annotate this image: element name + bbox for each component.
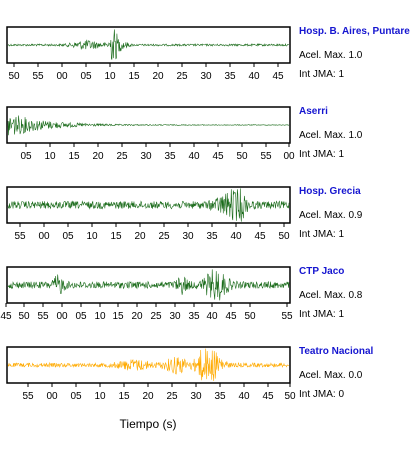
station-name: CTP Jaco xyxy=(299,266,344,277)
tick-label: 20 xyxy=(131,311,143,322)
tick-label: 50 xyxy=(278,231,290,242)
jma-intensity-label: Int JMA: 1 xyxy=(299,69,344,80)
tick-label: 20 xyxy=(142,391,154,402)
tick-label: 30 xyxy=(200,71,212,82)
tick-label: 25 xyxy=(116,151,128,162)
tick-label: 55 xyxy=(22,391,34,402)
tick-label: 35 xyxy=(206,231,218,242)
jma-intensity-label: Int JMA: 0 xyxy=(299,389,344,400)
tick-label: 50 xyxy=(8,71,20,82)
max-acceleration-label: Acel. Max. 1.0 xyxy=(299,50,363,61)
tick-label: 55 xyxy=(14,231,26,242)
panel-frame xyxy=(6,186,291,224)
tick-label: 55 xyxy=(37,311,49,322)
seismic-trace xyxy=(7,269,290,301)
tick-label: 40 xyxy=(206,311,218,322)
tick-label: 05 xyxy=(70,391,82,402)
tick-label: 40 xyxy=(248,71,260,82)
tick-label: 10 xyxy=(44,151,56,162)
tick-label: 15 xyxy=(110,231,122,242)
tick-label: 35 xyxy=(224,71,236,82)
tick-label: 45 xyxy=(272,71,284,82)
tick-label: 25 xyxy=(176,71,188,82)
tick-label: 55 xyxy=(260,151,272,162)
tick-label: 40 xyxy=(188,151,200,162)
tick-label: 55 xyxy=(281,311,293,322)
tick-label: 50 xyxy=(236,151,248,162)
tick-label: 50 xyxy=(18,311,30,322)
panel-1: 50 55 00 05 10 15 20 25 30 35 40 45 Hosp. B. Aires, … xyxy=(6,26,410,82)
tick-label: 20 xyxy=(92,151,104,162)
tick-label: 45 xyxy=(0,311,12,322)
tick-label: 05 xyxy=(75,311,87,322)
tick-label: 15 xyxy=(128,71,140,82)
panel-4: 45 50 55 00 05 10 15 20 25 30 35 40 45 50 55 CTP Jaco Ac… xyxy=(0,266,362,322)
panel-3: 55 00 05 10 15 20 25 30 35 40 45 50 Hosp. Grecia Acel… xyxy=(6,186,363,242)
tick-label: 00 xyxy=(283,151,295,162)
tick-label: 25 xyxy=(150,311,162,322)
tick-label: 40 xyxy=(230,231,242,242)
tick-label: 25 xyxy=(166,391,178,402)
tick-label: 35 xyxy=(188,311,200,322)
panel-5: 55 00 05 10 15 20 25 30 35 40 45 50 Teatro Nacional A… xyxy=(6,346,373,402)
panel-frame xyxy=(6,266,291,304)
max-acceleration-label: Acel. Max. 0.9 xyxy=(299,210,363,221)
tick-label: 20 xyxy=(152,71,164,82)
station-name: Teatro Nacional xyxy=(299,346,373,357)
max-acceleration-label: Acel. Max. 1.0 xyxy=(299,130,363,141)
panel-2: 05 10 15 20 25 30 35 40 45 50 55 00 Aserri Acel. Max.… xyxy=(6,106,363,162)
tick-label: 10 xyxy=(94,391,106,402)
tick-label: 30 xyxy=(182,231,194,242)
seismic-trace xyxy=(7,29,290,60)
tick-label: 55 xyxy=(32,71,44,82)
tick-label: 25 xyxy=(158,231,170,242)
tick-label: 00 xyxy=(56,311,68,322)
max-acceleration-label: Acel. Max. 0.0 xyxy=(299,370,363,381)
tick-label: 10 xyxy=(104,71,116,82)
tick-label: 45 xyxy=(262,391,274,402)
station-name: Aserri xyxy=(299,106,328,117)
tick-label: 40 xyxy=(238,391,250,402)
tick-label: 30 xyxy=(190,391,202,402)
tick-label: 05 xyxy=(80,71,92,82)
jma-intensity-label: Int JMA: 1 xyxy=(299,229,344,240)
tick-label: 15 xyxy=(112,311,124,322)
tick-label: 10 xyxy=(94,311,106,322)
seismic-trace xyxy=(7,115,290,136)
tick-label: 05 xyxy=(62,231,74,242)
tick-label: 10 xyxy=(86,231,98,242)
tick-label: 30 xyxy=(169,311,181,322)
tick-label: 30 xyxy=(140,151,152,162)
tick-label: 20 xyxy=(134,231,146,242)
tick-label: 45 xyxy=(254,231,266,242)
tick-label: 05 xyxy=(20,151,32,162)
seismic-trace xyxy=(7,348,290,381)
tick-label: 15 xyxy=(118,391,130,402)
max-acceleration-label: Acel. Max. 0.8 xyxy=(299,290,363,301)
tick-label: 00 xyxy=(46,391,58,402)
tick-label: 45 xyxy=(225,311,237,322)
tick-label: 35 xyxy=(214,391,226,402)
jma-intensity-label: Int JMA: 1 xyxy=(299,309,344,320)
tick-label: 15 xyxy=(68,151,80,162)
jma-intensity-label: Int JMA: 1 xyxy=(299,149,344,160)
panel-frame xyxy=(6,106,291,144)
station-name: Hosp. B. Aires, Puntare xyxy=(299,26,410,37)
tick-label: 35 xyxy=(164,151,176,162)
tick-label: 00 xyxy=(56,71,68,82)
station-name: Hosp. Grecia xyxy=(299,186,361,197)
x-axis-title: Tiempo (s) xyxy=(120,417,177,431)
tick-label: 50 xyxy=(244,311,256,322)
seismic-trace xyxy=(7,188,290,222)
tick-label: 00 xyxy=(38,231,50,242)
tick-label: 50 xyxy=(284,391,296,402)
tick-label: 45 xyxy=(212,151,224,162)
panel-frame xyxy=(6,26,291,64)
